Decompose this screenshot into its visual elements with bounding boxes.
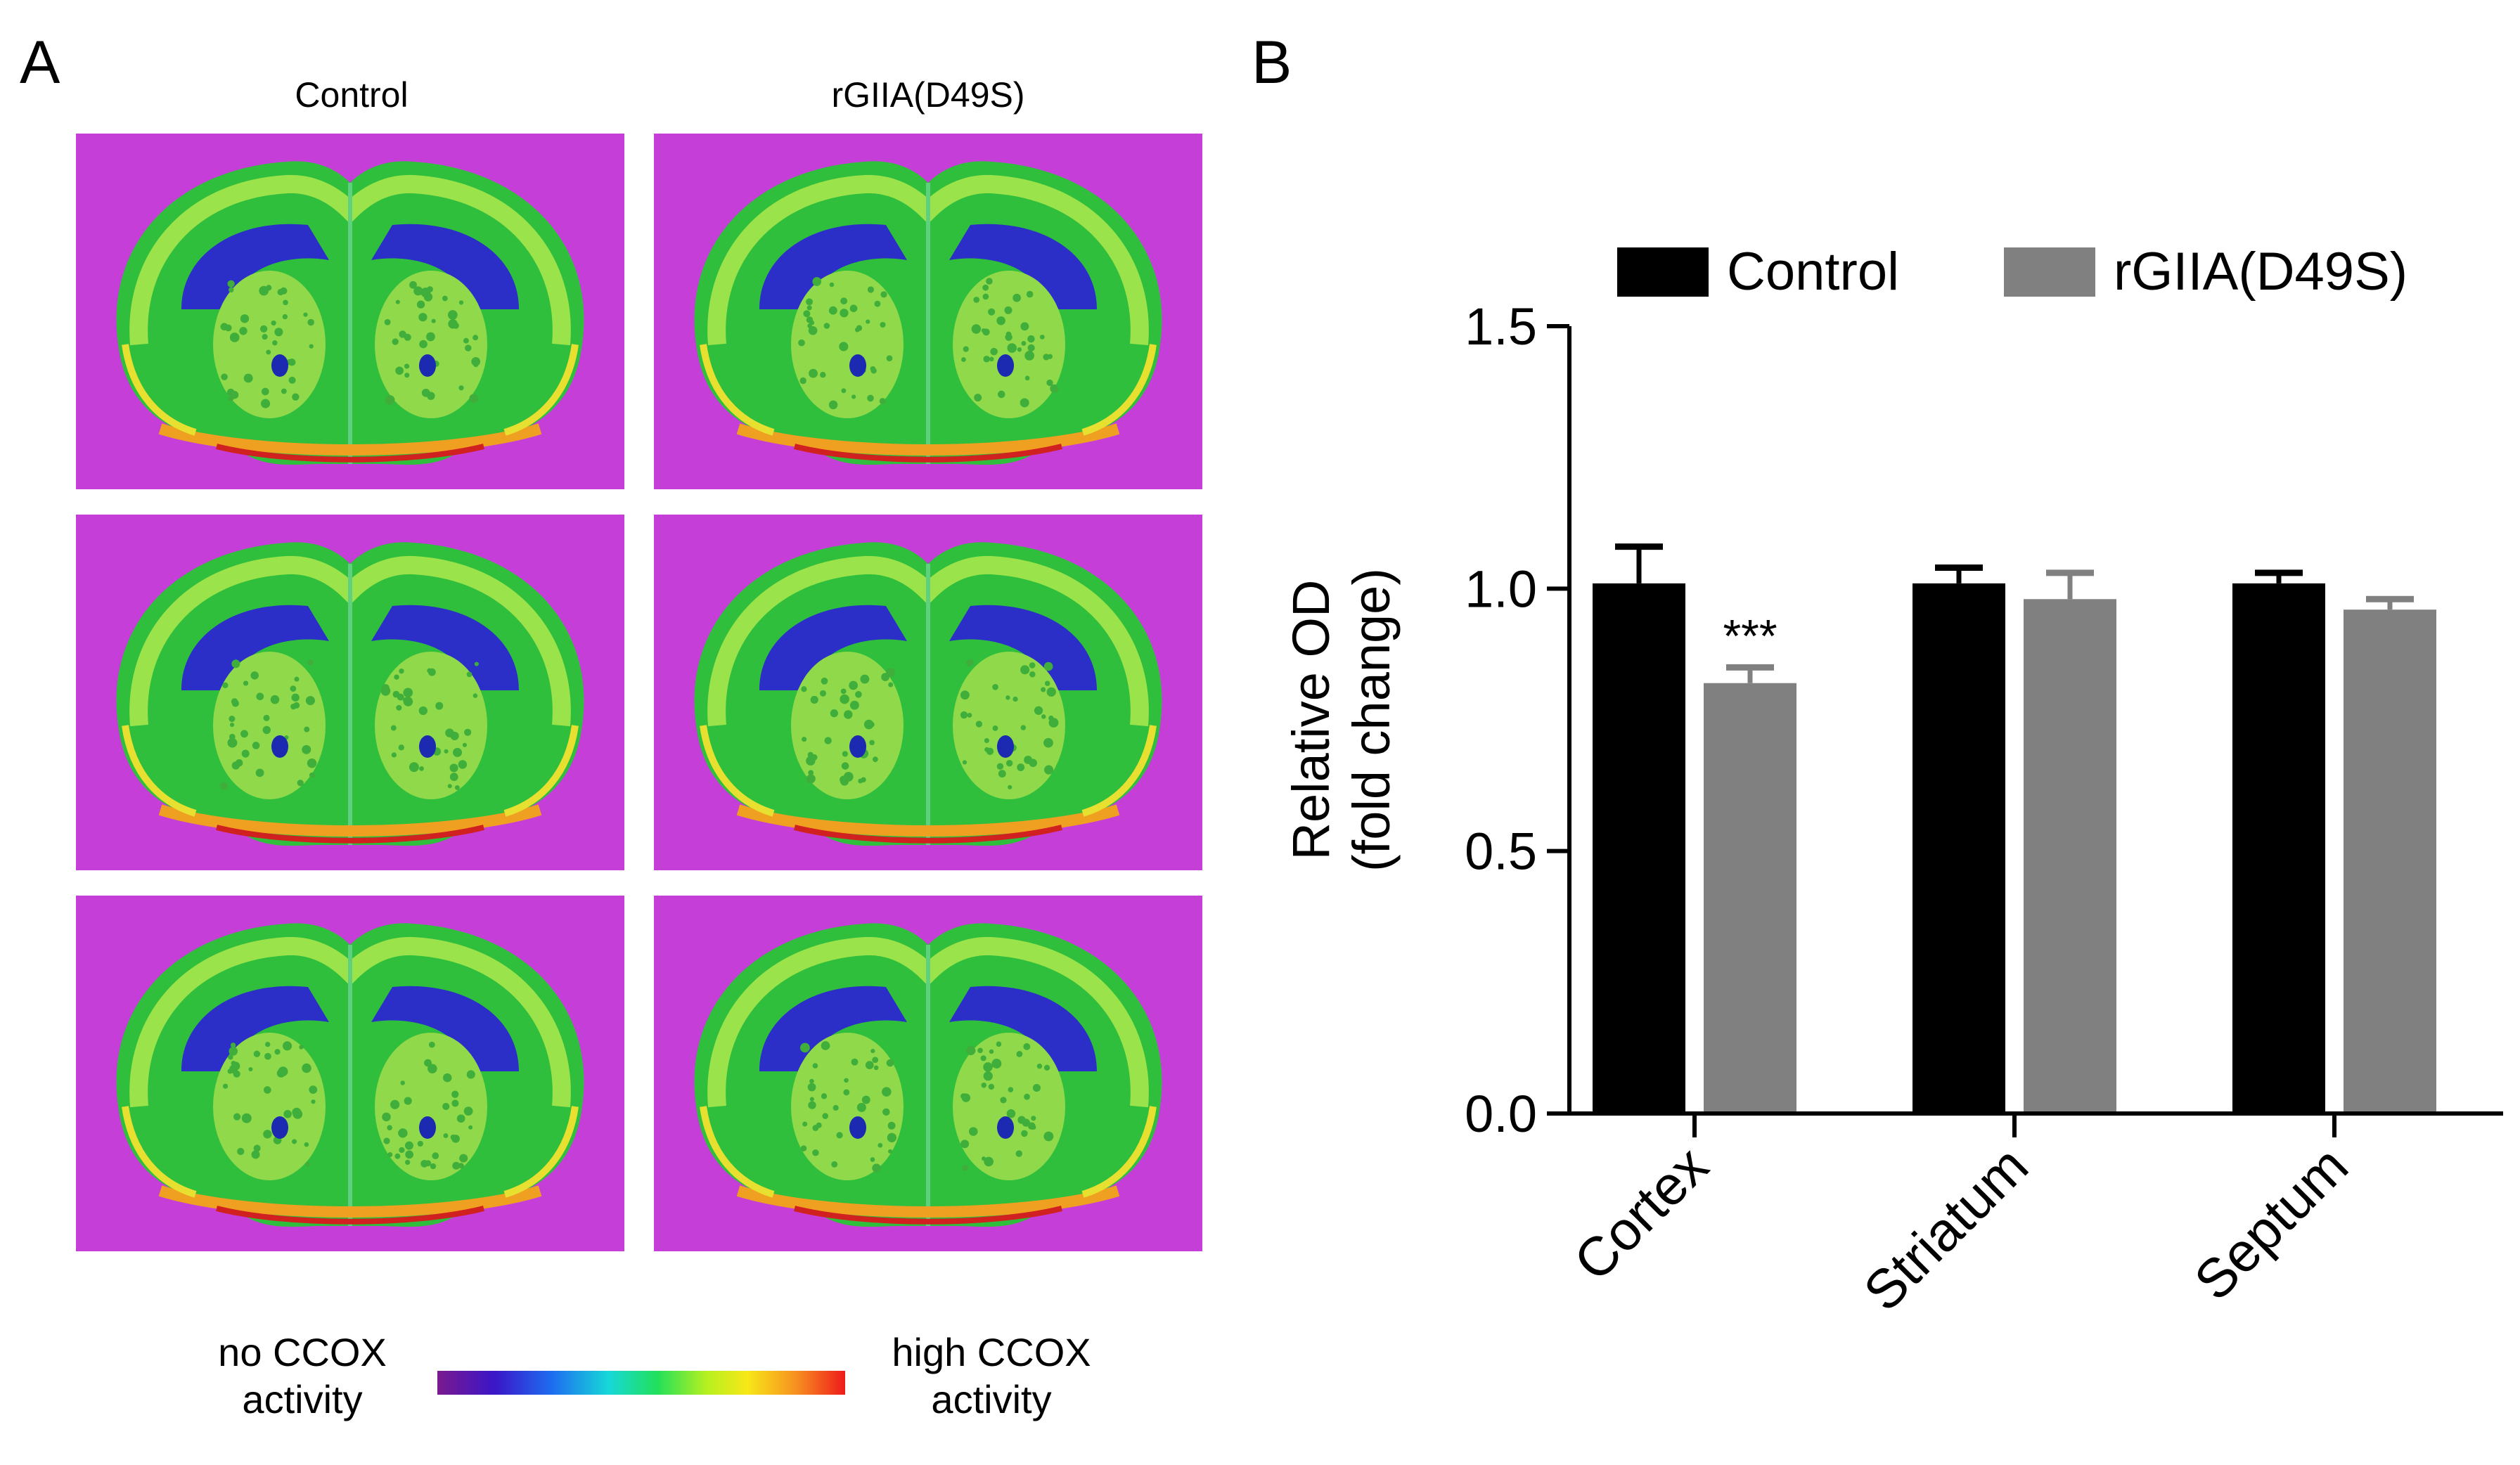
y-axis-label: Relative OD (fold change) — [1282, 568, 1401, 872]
panel-b-letter: B — [1252, 29, 1292, 96]
colorbar-right-label: high CCOX activity — [844, 1329, 1139, 1423]
colorbar-left-line1: no CCOX — [218, 1330, 387, 1374]
legend-swatch-0 — [1617, 247, 1709, 297]
brain-slice-control-1 — [76, 134, 624, 489]
brain-slice-treated-1 — [654, 134, 1202, 489]
bar-cortex-1 — [1704, 683, 1796, 1114]
y-tick-label-0: 0.0 — [1465, 1085, 1537, 1143]
y-label-line2: (fold change) — [1342, 568, 1401, 872]
y-tick-label-2: 1.0 — [1465, 560, 1537, 618]
legend-swatch-1 — [2004, 247, 2095, 297]
brain-slice-treated-3 — [654, 896, 1202, 1251]
legend-label-0: Control — [1727, 242, 1899, 302]
brain-slice-control-3 — [76, 896, 624, 1251]
column-title-control: Control — [295, 75, 409, 115]
legend-label-1: rGIIA(D49S) — [2114, 242, 2408, 302]
x-axis: Cortex Striatum Septum — [1562, 1111, 2503, 1323]
y-tick-label-3: 1.5 — [1465, 297, 1537, 356]
y-axis: 0.0 0.5 1.0 1.5 — [1465, 297, 1571, 1143]
significance-label-0: *** — [1723, 609, 1777, 661]
bar-chart: Control rGIIA(D49S) 0.0 0.5 1.0 1.5 Relative… — [1282, 242, 2503, 1323]
colorbar-left-label: no CCOX activity — [162, 1329, 443, 1423]
chart-legend: Control rGIIA(D49S) — [1617, 242, 2408, 302]
ccox-colorbar — [437, 1371, 845, 1395]
colorbar-right-line1: high CCOX — [892, 1330, 1091, 1374]
y-label-line1: Relative OD — [1282, 580, 1340, 860]
bar-striatum-1 — [2024, 599, 2116, 1114]
x-tick-label-0: Cortex — [1562, 1135, 1720, 1293]
colorbar-right-line2: activity — [931, 1377, 1052, 1422]
bar-striatum-0 — [1912, 583, 2005, 1114]
y-tick-label-1: 0.5 — [1465, 822, 1537, 881]
bars-group: *** — [1593, 543, 2436, 1114]
brain-slice-treated-2 — [654, 515, 1202, 870]
bar-septum-1 — [2344, 609, 2436, 1114]
brain-slice-control-2 — [76, 515, 624, 870]
x-tick-label-2: Septum — [2182, 1135, 2360, 1312]
bar-cortex-0 — [1593, 583, 1685, 1114]
bar-septum-0 — [2232, 583, 2325, 1114]
colorbar-left-line2: activity — [242, 1377, 363, 1422]
x-tick-label-1: Striatum — [1851, 1135, 2040, 1323]
panel-a-letter: A — [20, 29, 60, 96]
column-title-treated: rGIIA(D49S) — [831, 75, 1025, 115]
